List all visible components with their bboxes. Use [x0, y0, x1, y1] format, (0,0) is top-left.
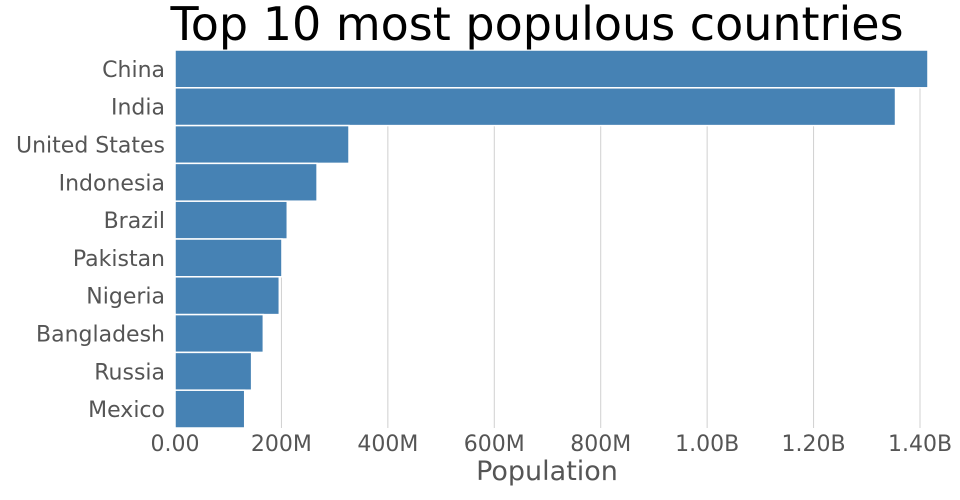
bar [174, 162, 318, 202]
y-tick-label: United States [16, 134, 165, 159]
y-tick-label: Russia [94, 360, 165, 385]
x-tick-label: 600M [464, 432, 525, 457]
y-tick-label: Bangladesh [36, 323, 165, 348]
x-axis-title: Population [476, 456, 618, 487]
bar [174, 200, 289, 240]
y-tick-label: Brazil [104, 209, 165, 234]
y-tick-label: Nigeria [86, 285, 165, 310]
bar [174, 351, 253, 391]
y-tick-label: Pakistan [73, 247, 165, 272]
bar [174, 276, 281, 316]
bar [174, 313, 265, 354]
x-axis-tick-labels: 0.00 200M 400M 600M 800M 1.00B 1.20B 1.40B [151, 432, 953, 457]
bar [174, 124, 350, 165]
x-tick-label: 1.20B [782, 432, 846, 457]
bar [174, 389, 246, 429]
bar [174, 238, 283, 278]
y-tick-label: Mexico [88, 398, 165, 423]
bar [174, 49, 929, 89]
x-tick-label: 800M [570, 432, 631, 457]
y-tick-label: China [102, 58, 165, 83]
bars [174, 49, 929, 429]
x-tick-label: 400M [357, 432, 418, 457]
x-tick-label: 200M [251, 432, 312, 457]
y-axis-tick-labels: China India United States Indonesia Brazil Pa… [16, 58, 165, 423]
x-tick-label: 0.00 [151, 432, 200, 457]
chart-title: Top 10 most populous countries [169, 0, 903, 51]
x-tick-label: 1.40B [888, 432, 952, 457]
y-tick-label: Indonesia [59, 171, 165, 196]
bar [174, 87, 897, 127]
y-tick-label: India [111, 96, 165, 121]
x-tick-label: 1.00B [675, 432, 739, 457]
